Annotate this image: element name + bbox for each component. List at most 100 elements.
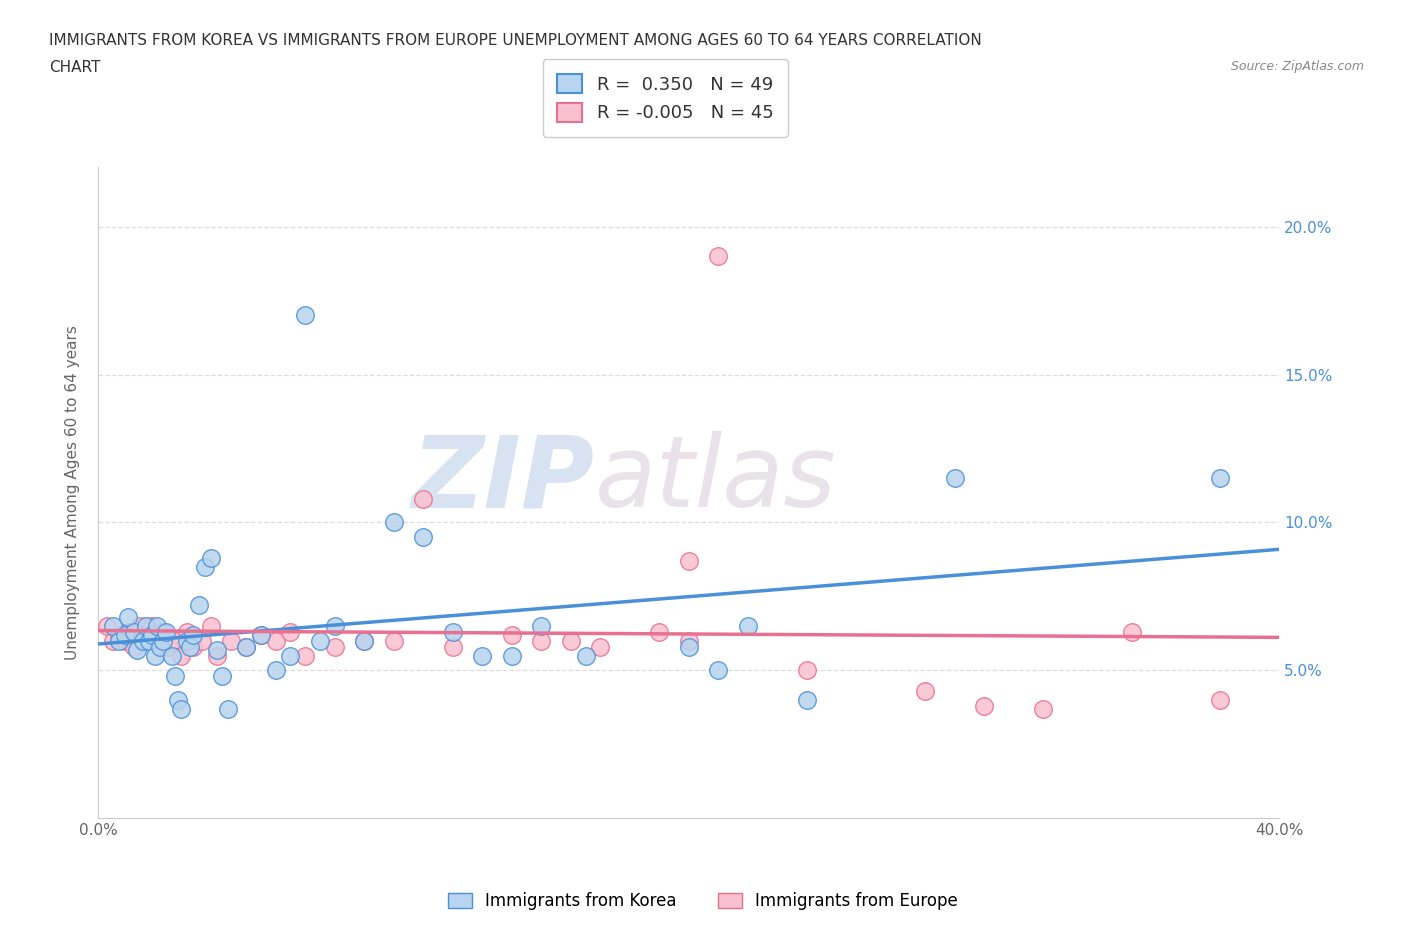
Point [117, 610, 139, 625]
Point [501, 648, 523, 663]
Legend: Immigrants from Korea, Immigrants from Europe: Immigrants from Korea, Immigrants from E… [441, 885, 965, 917]
Point [973, 698, 995, 713]
Point [170, 648, 193, 663]
Point [678, 553, 700, 568]
Point [141, 628, 163, 643]
Point [353, 633, 375, 648]
Point [1209, 693, 1232, 708]
Legend: R =  0.350   N = 49, R = -0.005   N = 45: R = 0.350 N = 49, R = -0.005 N = 45 [543, 60, 787, 137]
Point [250, 628, 273, 643]
Point [441, 625, 464, 640]
Point [1032, 701, 1054, 716]
Point [103, 633, 125, 648]
Point [205, 648, 228, 663]
Point [250, 628, 273, 643]
Point [187, 598, 209, 613]
Point [205, 643, 228, 658]
Point [707, 248, 730, 263]
Point [176, 633, 198, 648]
Point [382, 515, 405, 530]
Point [264, 663, 287, 678]
Point [200, 618, 222, 633]
Point [181, 628, 204, 643]
Point [678, 639, 700, 654]
Point [648, 625, 671, 640]
Point [501, 628, 523, 643]
Point [122, 639, 145, 654]
Point [353, 633, 375, 648]
Point [217, 701, 239, 716]
Point [560, 633, 582, 648]
Point [1121, 625, 1143, 640]
Point [1209, 471, 1232, 485]
Point [278, 625, 302, 640]
Point [108, 628, 131, 643]
Point [219, 633, 242, 648]
Point [135, 618, 157, 633]
Point [914, 684, 936, 698]
Point [235, 639, 257, 654]
Point [114, 628, 136, 643]
Point [441, 639, 464, 654]
Point [796, 663, 818, 678]
Y-axis label: Unemployment Among Ages 60 to 64 years: Unemployment Among Ages 60 to 64 years [65, 326, 80, 660]
Point [737, 618, 759, 633]
Point [138, 633, 160, 648]
Point [309, 633, 332, 648]
Point [146, 633, 169, 648]
Point [96, 618, 118, 633]
Point [157, 639, 180, 654]
Text: atlas: atlas [595, 432, 837, 528]
Point [707, 663, 730, 678]
Text: Source: ZipAtlas.com: Source: ZipAtlas.com [1230, 60, 1364, 73]
Point [796, 693, 818, 708]
Point [152, 633, 174, 648]
Point [264, 633, 287, 648]
Point [200, 551, 222, 565]
Point [412, 530, 434, 545]
Point [143, 648, 166, 663]
Point [530, 633, 553, 648]
Point [170, 701, 193, 716]
Point [412, 491, 434, 506]
Text: ZIP: ZIP [412, 432, 595, 528]
Text: IMMIGRANTS FROM KOREA VS IMMIGRANTS FROM EUROPE UNEMPLOYMENT AMONG AGES 60 TO 64: IMMIGRANTS FROM KOREA VS IMMIGRANTS FROM… [49, 33, 981, 47]
Point [530, 618, 553, 633]
Point [155, 625, 177, 640]
Point [471, 648, 494, 663]
Point [114, 633, 136, 648]
Point [125, 643, 148, 658]
Text: CHART: CHART [49, 60, 101, 75]
Point [149, 639, 172, 654]
Point [122, 625, 145, 640]
Point [138, 633, 160, 648]
Point [678, 633, 700, 648]
Point [382, 633, 405, 648]
Point [146, 618, 169, 633]
Point [103, 618, 125, 633]
Point [128, 618, 150, 633]
Point [181, 639, 204, 654]
Point [574, 648, 596, 663]
Point [194, 560, 217, 575]
Point [294, 308, 316, 323]
Point [943, 471, 966, 485]
Point [132, 633, 155, 648]
Point [108, 633, 131, 648]
Point [323, 618, 346, 633]
Point [278, 648, 302, 663]
Point [152, 625, 174, 640]
Point [162, 648, 183, 663]
Point [191, 633, 214, 648]
Point [165, 669, 187, 684]
Point [135, 628, 157, 643]
Point [141, 618, 163, 633]
Point [179, 639, 201, 654]
Point [589, 639, 612, 654]
Point [117, 625, 139, 640]
Point [165, 633, 187, 648]
Point [176, 625, 198, 640]
Point [167, 693, 190, 708]
Point [235, 639, 257, 654]
Point [294, 648, 316, 663]
